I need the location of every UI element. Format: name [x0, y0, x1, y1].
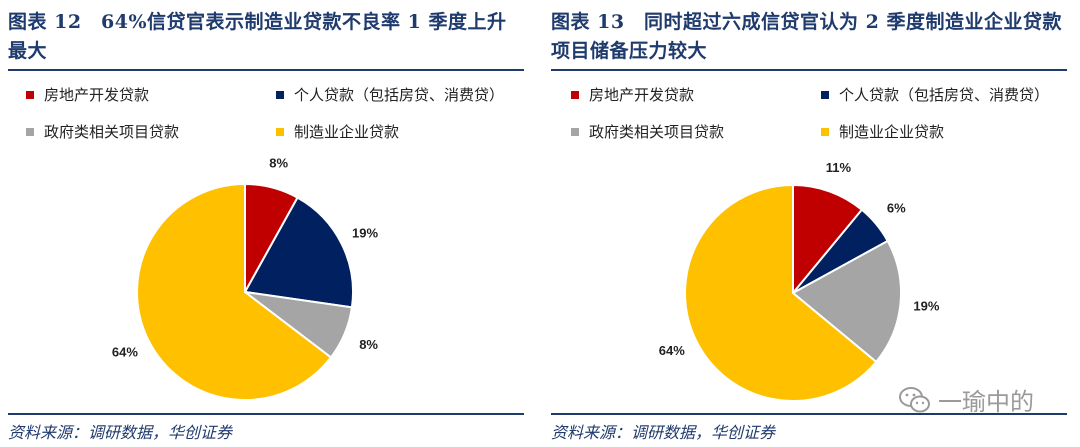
legend-item-personal: 个人贷款（包括房贷、消费贷） — [821, 84, 1049, 105]
pie-chart: 11% 6% 19% 64% — [659, 160, 940, 402]
pie-slice-label: 6% — [887, 201, 906, 216]
source-note: 资料来源：调研数据，华创证券 — [551, 423, 776, 442]
pie-slice — [136, 182, 333, 401]
legend-item-personal: 个人贷款（包括房贷、消费贷） — [276, 84, 504, 105]
legend-item-manufacturing: 制造业企业贷款 — [276, 121, 399, 142]
pie-slice-label: 64% — [659, 343, 685, 358]
title-divider — [551, 69, 1067, 71]
legend-label: 政府类相关项目贷款 — [589, 123, 725, 141]
pie-chart: 8% 19% 8% 64% — [112, 155, 379, 401]
pie-slice — [792, 183, 864, 296]
legend-label: 个人贷款（包括房贷、消费贷） — [839, 86, 1050, 104]
watermark: 一瑜中的 — [898, 382, 1034, 417]
legend-item-government: 政府类相关项目贷款 — [571, 121, 724, 142]
pie-slice-label: 11% — [826, 160, 852, 175]
legend-label: 房地产开发贷款 — [589, 86, 695, 104]
legend-label: 个人贷款（包括房贷、消费贷） — [294, 86, 505, 104]
chart-title: 图表 12 64%信贷官表示制造业贷款不良率 1 季度上升最大 — [8, 11, 507, 62]
pie-slice — [791, 239, 902, 364]
source-divider — [8, 413, 524, 415]
pie-slice — [243, 196, 354, 309]
pie-slice — [684, 183, 878, 402]
pie-slice-label: 8% — [359, 337, 378, 352]
chart-panel-12: 图表 12 64%信贷官表示制造业贷款不良率 1 季度上升最大 房地产开发贷款 … — [8, 0, 528, 447]
pie-slice-label: 19% — [913, 299, 939, 314]
legend-label: 房地产开发贷款 — [44, 86, 150, 104]
legend-swatch — [26, 90, 34, 99]
legend-item-real-estate: 房地产开发贷款 — [571, 84, 694, 105]
legend-label: 政府类相关项目贷款 — [44, 123, 180, 141]
legend-item-real-estate: 房地产开发贷款 — [26, 84, 149, 105]
legend-label: 制造业企业贷款 — [839, 123, 945, 141]
wechat-icon — [899, 386, 930, 412]
legend-swatch — [571, 127, 579, 136]
legend-swatch — [26, 127, 34, 136]
watermark-text: 一瑜中的 — [938, 388, 1034, 416]
pie-slice-label: 8% — [269, 155, 288, 170]
legend-swatch — [821, 127, 829, 136]
title-divider — [8, 69, 524, 71]
legend-item-government: 政府类相关项目贷款 — [26, 121, 179, 142]
pie-slice-label: 64% — [112, 345, 138, 360]
legend-label: 制造业企业贷款 — [294, 123, 400, 141]
source-divider — [551, 413, 1067, 415]
chart-title: 图表 13 同时超过六成信贷官认为 2 季度制造业企业贷款项目储备压力较大 — [551, 11, 1063, 62]
legend-swatch — [276, 127, 284, 136]
chart-panel-13: 图表 13 同时超过六成信贷官认为 2 季度制造业企业贷款项目储备压力较大 房地… — [551, 0, 1071, 447]
legend-swatch — [276, 90, 284, 99]
pie-slice-label: 19% — [352, 225, 378, 240]
source-note: 资料来源：调研数据，华创证券 — [8, 423, 233, 442]
legend-item-manufacturing: 制造业企业贷款 — [821, 121, 944, 142]
legend-swatch — [571, 90, 579, 99]
legend-swatch — [821, 90, 829, 99]
